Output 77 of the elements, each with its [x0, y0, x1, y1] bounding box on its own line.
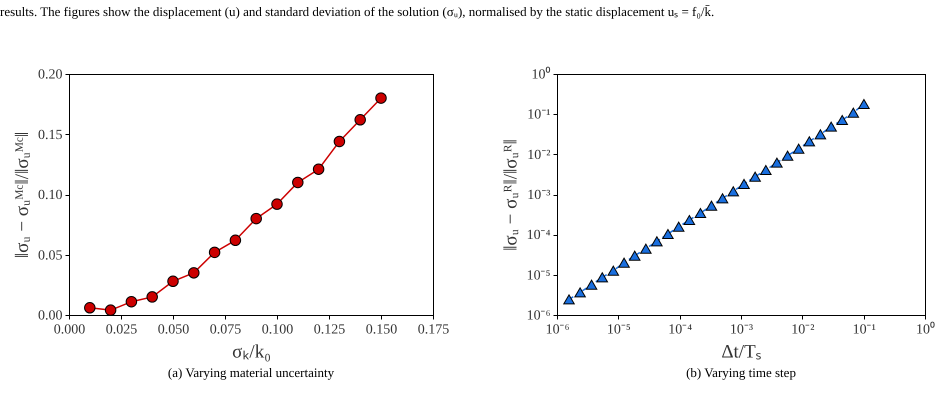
- point: [167, 276, 179, 287]
- point: [104, 304, 116, 316]
- point: [354, 114, 366, 126]
- point: [208, 246, 220, 258]
- point: [662, 228, 674, 240]
- y-tick-label: 10⁻⁴: [526, 228, 551, 244]
- x-tick-label: 10⁻³: [730, 322, 754, 338]
- point: [814, 129, 826, 140]
- text: (a) Varying material uncertainty: [168, 365, 335, 380]
- point: [728, 186, 740, 196]
- point: [292, 176, 304, 188]
- point: [771, 158, 783, 168]
- x-tick-label: 0.100: [262, 322, 294, 338]
- point: [836, 114, 848, 126]
- point: [586, 280, 598, 290]
- y-tick-label: 10⁻⁶: [526, 308, 551, 324]
- y-tick-label: 10⁻³: [527, 188, 550, 203]
- point: [608, 266, 620, 276]
- y-tick-label: 0.15: [38, 128, 62, 143]
- x-tick-label: 10⁻⁵: [606, 322, 631, 338]
- point: [334, 136, 346, 148]
- x-tick-label: 10⁻⁶: [546, 322, 570, 338]
- point: [804, 136, 816, 146]
- point: [716, 193, 728, 204]
- x-tick-label: 10⁻¹: [852, 322, 876, 338]
- x-tick-label: 0.125: [314, 322, 346, 338]
- point: [640, 244, 652, 254]
- point: [858, 98, 870, 110]
- point: [84, 302, 96, 314]
- point: [760, 164, 772, 176]
- y-axis-title: ‖σᵤ − σᵤᴹᶜ‖/‖σᵤᴹᶜ‖: [12, 132, 33, 258]
- y-tick-label: 10⁻⁵: [526, 268, 551, 284]
- point: [618, 258, 630, 268]
- point: [628, 250, 640, 261]
- y-tick-label: 10⁻¹: [527, 108, 550, 123]
- x-tick-label: 0.050: [158, 322, 190, 338]
- x-tick-label: 10⁰: [916, 322, 935, 338]
- x-tick-label: 0.000: [54, 322, 86, 338]
- y-tick-label: 0.10: [38, 188, 62, 203]
- point: [375, 92, 387, 104]
- point: [596, 272, 608, 282]
- point: [574, 287, 586, 298]
- point: [749, 172, 761, 182]
- x-tick-label: 0.150: [366, 322, 398, 338]
- x-axis-title: σₖ/k₀: [232, 342, 271, 362]
- point: [563, 294, 575, 304]
- point: [792, 144, 804, 154]
- point: [672, 222, 684, 232]
- point: [126, 296, 138, 308]
- point: [146, 291, 158, 303]
- y-tick-label: 10⁻²: [527, 148, 550, 163]
- point: [271, 198, 283, 210]
- point: [848, 108, 860, 118]
- x-tick-label: 10⁻⁴: [668, 322, 692, 338]
- x-tick-label: 10⁻²: [791, 322, 814, 338]
- x-tick-label: 0.075: [210, 322, 242, 338]
- point: [312, 163, 324, 175]
- point: [738, 178, 750, 189]
- point: [694, 208, 706, 218]
- y-tick-label: 0.00: [38, 308, 62, 324]
- point: [782, 150, 794, 161]
- x-tick-label: 0.025: [106, 322, 138, 338]
- text: (b) Varying time step: [686, 365, 796, 380]
- point: [250, 212, 262, 224]
- x-tick-label: 0.175: [418, 322, 450, 338]
- point: [188, 267, 200, 279]
- text: results. The figures show the displacement (u) and standard deviation of the solution (σᵤ), normalised by the static displacement uₛ = f₀/k̄.: [0, 3, 716, 21]
- y-tick-label: 10⁰: [532, 66, 550, 82]
- y-tick-label: 0.05: [38, 248, 62, 264]
- point: [684, 214, 696, 226]
- point: [651, 236, 663, 246]
- y-axis-title: ‖σᵤ − σᵤᴿ‖/‖σᵤᴿ‖: [500, 139, 522, 251]
- point: [706, 200, 718, 211]
- point: [825, 122, 837, 132]
- y-tick-label: 0.20: [38, 68, 62, 82]
- point: [230, 234, 242, 246]
- x-axis-title: Δt/Tₛ: [721, 342, 762, 362]
